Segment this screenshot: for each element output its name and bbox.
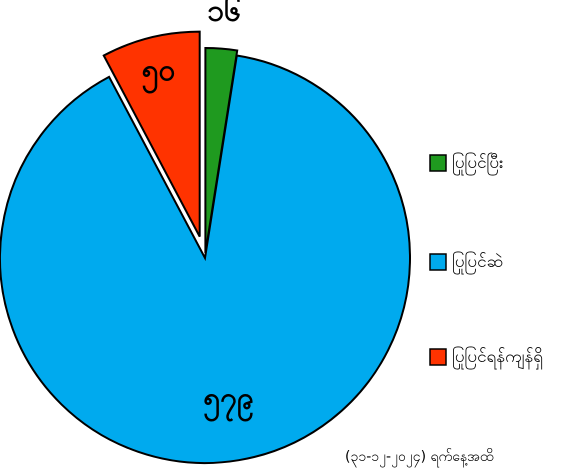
legend-swatch [429, 348, 447, 366]
legend-label: ပြုပြင်ပြီး [452, 151, 503, 176]
value-label: ၅၀ [142, 53, 176, 95]
value-label: ၁၆ [207, 0, 241, 28]
footnote: (၃၁-၁၂-၂၀၂၄) ရက်နေ့အထိ [345, 449, 494, 467]
value-label: ၅၇၉ [203, 381, 254, 423]
legend-label: ပြုပြင်ဆဲ [452, 250, 503, 275]
legend-swatch [429, 253, 447, 271]
legend-swatch [429, 154, 447, 172]
pie-slice [102, 30, 201, 238]
pie-slice [0, 54, 411, 464]
legend-label: ပြုပြင်ရန်ကျန်ရှိ [452, 345, 543, 370]
